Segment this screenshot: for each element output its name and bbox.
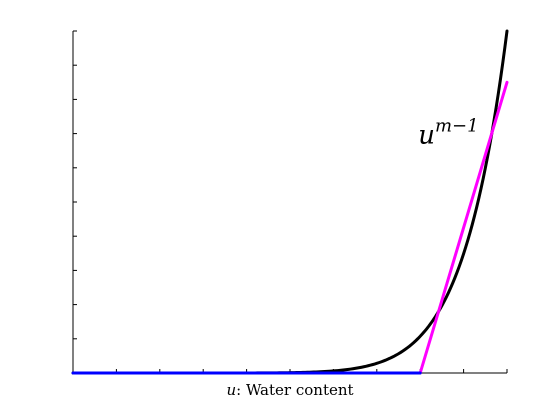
x-axis-label: u: Water content [226,381,353,399]
curve-annotation: um−1 [418,115,478,150]
series-layer [71,29,509,375]
axis-ticks [73,30,508,373]
annotation-exponent: m−1 [435,115,479,136]
series-line-linear [418,80,509,375]
series-line-power [71,29,509,375]
x-axis-label-variable: u [226,381,236,399]
x-axis-label-text: : Water content [236,381,353,399]
annotation-base: u [418,120,435,150]
